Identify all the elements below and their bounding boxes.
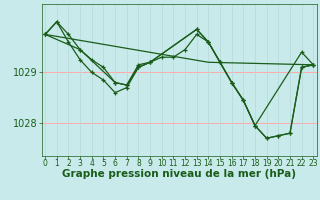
- X-axis label: Graphe pression niveau de la mer (hPa): Graphe pression niveau de la mer (hPa): [62, 169, 296, 179]
